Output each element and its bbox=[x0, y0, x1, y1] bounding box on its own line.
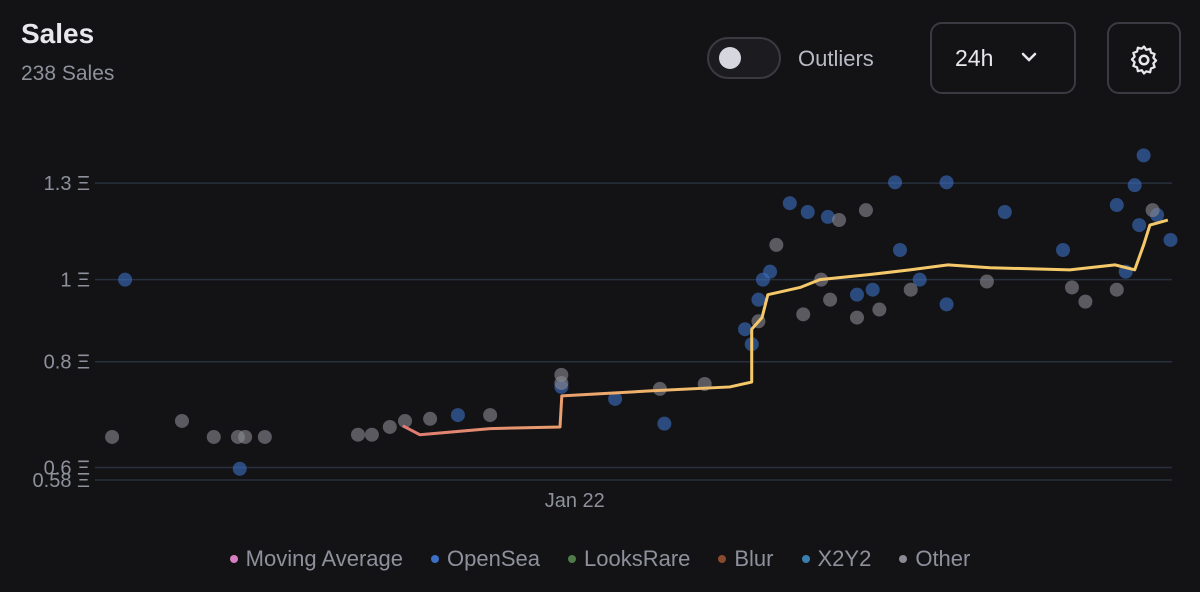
period-dropdown[interactable] bbox=[930, 22, 1076, 94]
moving-average-line bbox=[402, 218, 1169, 437]
period-label: 24h bbox=[955, 45, 994, 71]
sale-point bbox=[796, 307, 811, 322]
toggle-knob bbox=[719, 47, 741, 69]
sale-point bbox=[997, 204, 1012, 219]
outliers-toggle[interactable] bbox=[707, 37, 781, 79]
sale-point bbox=[751, 292, 766, 307]
y-tick-label: 1 Ξ bbox=[60, 270, 90, 292]
legend-label: X2Y2 bbox=[817, 546, 872, 571]
sale-point bbox=[206, 429, 221, 444]
sale-point bbox=[364, 427, 379, 442]
sale-point bbox=[823, 292, 838, 307]
legend-item[interactable]: Moving Average bbox=[229, 546, 404, 572]
subtitle: 238 Sales bbox=[21, 62, 115, 85]
legend-label: Moving Average bbox=[245, 546, 404, 571]
sale-point bbox=[912, 272, 927, 287]
sale-point bbox=[872, 302, 887, 317]
sale-point bbox=[174, 413, 189, 428]
sale-point bbox=[1109, 282, 1124, 297]
y-tick-label: 1.3 Ξ bbox=[44, 173, 90, 195]
legend-item[interactable]: LooksRare bbox=[567, 546, 691, 572]
toggle-label: Outliers bbox=[798, 46, 874, 71]
sale-point bbox=[832, 213, 847, 228]
settings-icon bbox=[1130, 45, 1158, 75]
legend-item[interactable]: Other bbox=[899, 546, 970, 572]
sale-point bbox=[979, 274, 994, 289]
sale-point bbox=[763, 264, 778, 279]
legend-dot bbox=[718, 555, 727, 563]
sale-point bbox=[1127, 178, 1142, 193]
sale-point bbox=[782, 196, 797, 211]
legend-item[interactable]: X2Y2 bbox=[801, 546, 872, 572]
sale-point bbox=[903, 282, 918, 297]
sale-point bbox=[939, 175, 954, 190]
sale-point bbox=[105, 429, 120, 444]
legend-label: Blur bbox=[734, 546, 774, 571]
sale-point bbox=[1163, 232, 1178, 247]
sale-point bbox=[1109, 198, 1124, 213]
x-tick-label: Jan 22 bbox=[545, 490, 605, 512]
sale-point bbox=[858, 203, 873, 218]
legend-dot bbox=[229, 555, 238, 563]
legend-dot bbox=[431, 555, 440, 563]
sale-point bbox=[483, 408, 498, 423]
sale-point bbox=[118, 272, 133, 287]
sale-point bbox=[1132, 218, 1147, 233]
legend-dot bbox=[899, 555, 908, 563]
sale-point bbox=[232, 461, 247, 476]
sale-point bbox=[1136, 148, 1151, 163]
legend-dot bbox=[567, 555, 576, 563]
sale-point bbox=[398, 413, 413, 428]
legend-label: LooksRare bbox=[583, 546, 691, 571]
legend: Moving Average OpenSea LooksRare Blur X2Y2 Ot… bbox=[0, 546, 1200, 572]
sale-point bbox=[351, 427, 365, 442]
sale-point bbox=[849, 310, 864, 325]
sale-point bbox=[820, 209, 835, 224]
title: Sales bbox=[21, 18, 95, 49]
sale-point bbox=[865, 282, 880, 297]
sale-point bbox=[257, 429, 272, 444]
sale-point bbox=[1078, 294, 1093, 309]
sale-point bbox=[888, 175, 903, 190]
y-tick-label: 0.6 Ξ bbox=[44, 458, 90, 480]
legend-item[interactable]: Blur bbox=[718, 546, 774, 572]
sale-point bbox=[1056, 242, 1071, 257]
sale-point bbox=[423, 411, 438, 426]
sale-point bbox=[892, 242, 907, 257]
sale-point bbox=[238, 429, 253, 444]
sale-point bbox=[939, 297, 954, 312]
chart: 0.58 Ξ0.6 Ξ 0.8 Ξ 1 Ξ 1.3 Ξ Jan 22 bbox=[33, 148, 1178, 512]
legend-dot bbox=[801, 555, 810, 563]
sale-point bbox=[738, 322, 752, 337]
chevron bbox=[1021, 52, 1037, 62]
legend-label: Other bbox=[915, 546, 971, 571]
sale-point bbox=[800, 204, 815, 219]
settings-button[interactable] bbox=[1107, 22, 1181, 94]
sale-point bbox=[657, 416, 672, 431]
legend-label: OpenSea bbox=[447, 546, 540, 571]
sale-point bbox=[1145, 203, 1160, 218]
sale-point bbox=[608, 391, 623, 406]
y-tick-label: 0.8 Ξ bbox=[44, 352, 90, 374]
sale-point bbox=[382, 419, 397, 434]
sale-point bbox=[450, 408, 465, 423]
y-tick-label: 0.58 Ξ bbox=[33, 470, 90, 492]
sale-point bbox=[1064, 280, 1079, 295]
legend-item[interactable]: OpenSea bbox=[431, 546, 540, 572]
sale-point bbox=[554, 376, 569, 391]
sale-point bbox=[769, 237, 784, 252]
sale-point bbox=[849, 287, 864, 302]
